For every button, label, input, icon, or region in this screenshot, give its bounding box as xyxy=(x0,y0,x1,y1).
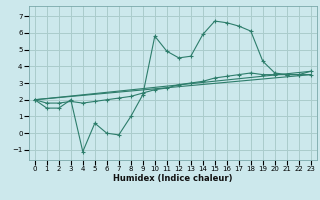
X-axis label: Humidex (Indice chaleur): Humidex (Indice chaleur) xyxy=(113,174,233,183)
